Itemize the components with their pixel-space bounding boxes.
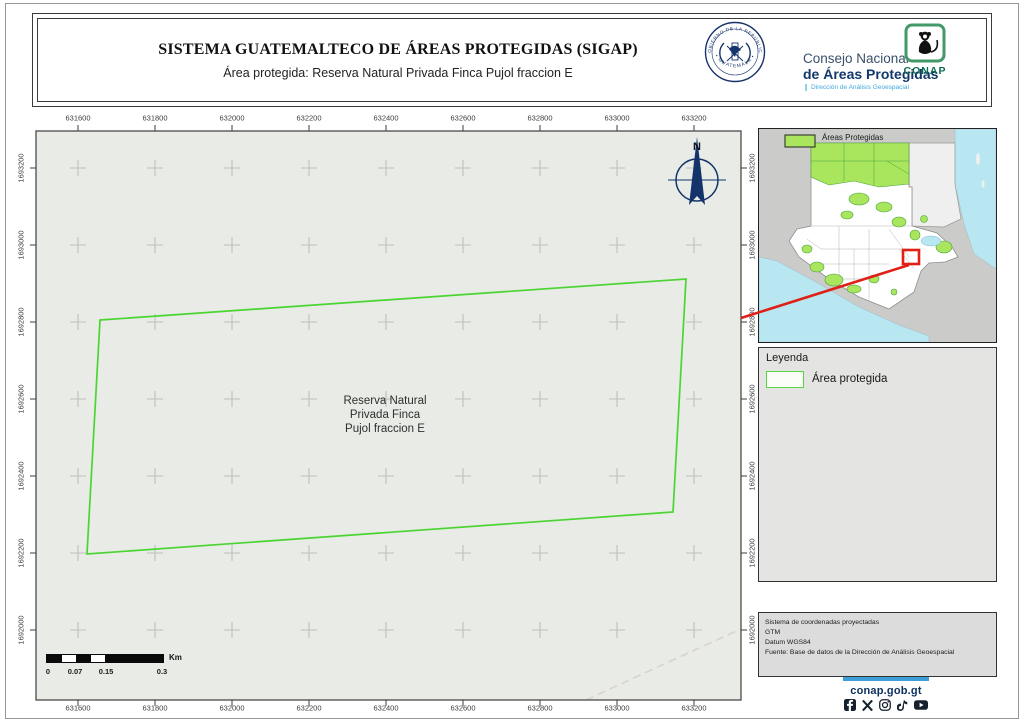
facebook-icon[interactable] [844,699,856,711]
metadata-line: Datum WGS84 [765,639,811,646]
social-icons-row [843,699,929,711]
youtube-icon[interactable] [914,699,928,711]
lake-izabal [920,235,942,247]
scale-bar-label: 0 [45,667,51,676]
conap-logo-icon: CONAP [904,23,947,77]
map-frame [35,130,742,701]
y-tick-label: 1692400 [747,461,757,491]
y-tick-label: 1692600 [16,384,26,414]
legend-title: Leyenda [766,352,809,364]
footer-divider [843,677,929,681]
y-tick-label: 1692200 [16,538,26,568]
area-name-line: Privada Finca [349,408,421,421]
scale-bar-segments [46,654,164,663]
x-tick-label: 631600 [65,703,91,713]
x-tick-label: 631800 [142,113,168,123]
area-name-label: Reserva Natural Privada Finca Pujol frac… [343,395,426,436]
x-tick-label: 633000 [604,113,630,123]
protected-area-polygon [86,278,687,555]
scale-bar-unit: Km [169,653,182,662]
inset-legend-label: Áreas Protegidas [822,133,884,142]
x-tick-label: 632200 [296,703,322,713]
tiktok-icon[interactable] [897,699,908,711]
scale-bar-label: 0.15 [98,667,114,676]
scale-bar-label: 0.3 [156,667,168,676]
north-arrow-icon [668,137,726,205]
header-inner-border [37,18,987,102]
area-name-line: Reserva Natural [343,395,427,407]
seal-emblem [719,42,751,64]
legend-panel: Leyenda Área protegida [758,347,997,582]
instagram-icon[interactable] [879,699,891,711]
inset-legend-swatch [784,134,816,148]
y-tick-label: 1693200 [16,153,26,183]
x-tick-label: 632800 [527,703,553,713]
graticule-cross-grid [36,131,741,700]
y-tick-label: 1692200 [747,538,757,568]
inset-map-graphic [758,128,997,343]
conap-logo-text: CONAP [904,65,947,77]
x-tick-label: 633200 [681,113,707,123]
government-seal-icon: GOBIERNO DE LA REPÚBLICA • GUATEMALA • [704,21,766,83]
page-subtitle: Área protegida: Reserva Natural Privada … [223,66,573,80]
website-link[interactable]: conap.gob.gt [850,685,922,697]
x-tick-label: 632800 [527,113,553,123]
x-tick-label: 632400 [373,703,399,713]
belize-land [908,142,962,228]
x-tick-label: 632600 [450,703,476,713]
x-tick-label: 633200 [681,703,707,713]
x-tick-label: 633000 [604,703,630,713]
x-tick-label: 632000 [219,113,245,123]
inset-locator-map [758,128,997,343]
y-tick-label: 1693200 [747,153,757,183]
y-tick-label: 1693000 [747,230,757,260]
header: SISTEMA GUATEMALTECO DE ÁREAS PROTEGIDAS… [32,13,992,107]
metadata-panel: Sistema de coordenadas proyectadas GTM D… [758,612,997,677]
x-tick-label: 631600 [65,113,91,123]
y-tick-label: 1692600 [747,384,757,414]
metadata-line: Fuente: Base de datos de la Dirección de… [765,649,955,656]
y-tick-label: 1693000 [16,230,26,260]
north-label: N [693,141,701,153]
x-tick-label: 632000 [219,703,245,713]
metadata-line: GTM [765,629,781,636]
y-tick-label: 1692000 [747,615,757,645]
page-title: SISTEMA GUATEMALTECO DE ÁREAS PROTEGIDAS… [158,41,638,58]
x-icon[interactable] [862,699,873,711]
x-tick-label: 632600 [450,113,476,123]
conap-wordmark-line2: de Áreas Protegidas [803,66,939,82]
scale-bar-label: 0.07 [67,667,83,676]
y-tick-label: 1692800 [747,307,757,337]
monkey-icon [918,31,939,54]
x-tick-label: 631800 [142,703,168,713]
x-tick-label: 632400 [373,113,399,123]
area-name-line: Pujol fraccion E [345,422,425,435]
scale-bar: Km 0 0.07 0.15 0.3 [45,653,195,679]
conap-wordmark-line1: Consejo Nacional [803,51,909,66]
x-tick-label: 632200 [296,113,322,123]
y-tick-label: 1692800 [16,307,26,337]
y-tick-label: 1692000 [16,615,26,645]
road-dashed-line [585,628,741,700]
axis-tick-marks [30,125,747,706]
conap-wordmark-line3: Dirección de Análisis Geoespacial [805,84,909,91]
main-map [30,125,747,706]
metadata-line: Sistema de coordenadas proyectadas [765,619,880,626]
y-tick-label: 1692400 [16,461,26,491]
protected-area-swatch [766,371,804,388]
legend-item-label: Área protegida [812,373,888,385]
